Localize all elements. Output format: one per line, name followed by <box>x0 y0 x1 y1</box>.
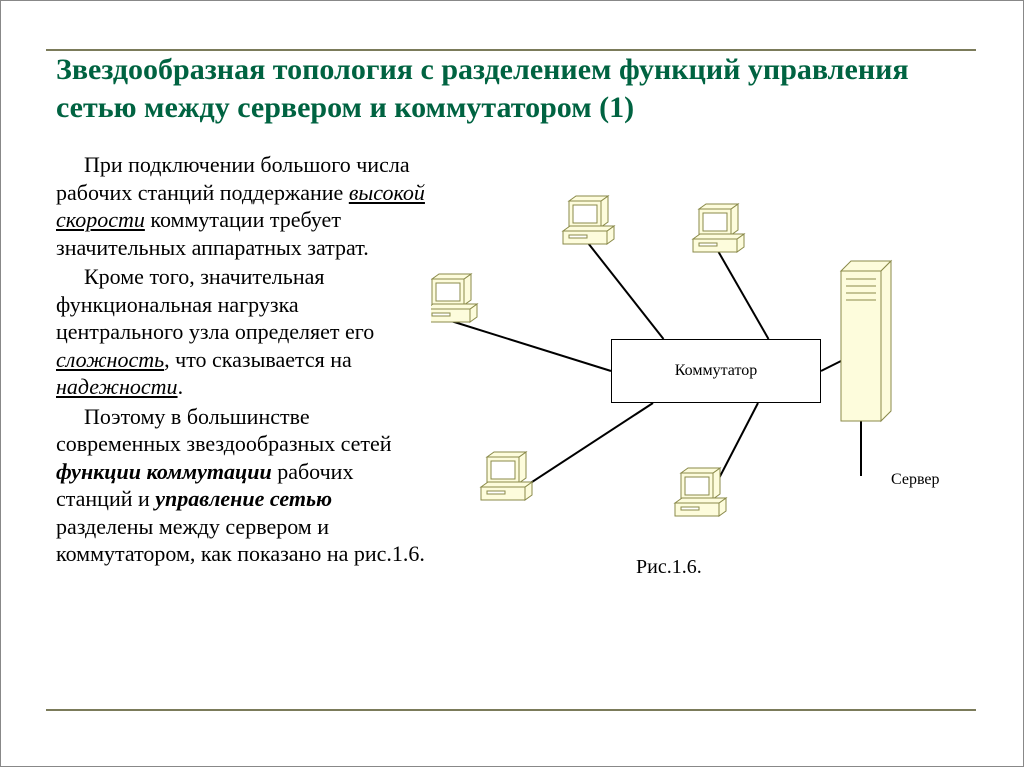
body-text: При подключении большого числа рабочих с… <box>56 151 426 570</box>
slide: Звездообразная топология с разделением ф… <box>0 0 1024 767</box>
figure-caption: Рис.1.6. <box>636 556 702 579</box>
paragraph: Кроме того, значительная функциональная … <box>56 263 426 401</box>
server-label: Сервер <box>891 471 940 489</box>
switch-node: Коммутатор <box>611 339 821 403</box>
paragraph: При подключении большого числа рабочих с… <box>56 151 426 261</box>
rule-bottom <box>46 709 976 711</box>
network-diagram: Коммутатор Сервер Рис.1.6. <box>431 171 991 601</box>
paragraph: Поэтому в большинстве современных звездо… <box>56 403 426 568</box>
switch-label: Коммутатор <box>675 362 757 380</box>
slide-title: Звездообразная топология с разделением ф… <box>56 51 976 126</box>
